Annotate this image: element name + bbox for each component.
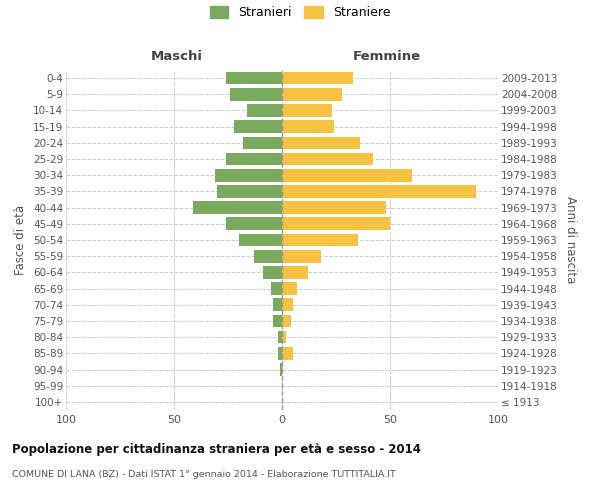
Bar [243, 136, 282, 149]
Bar [282, 72, 353, 85]
Bar [278, 347, 282, 360]
Bar [282, 104, 332, 117]
Bar [282, 88, 343, 101]
Bar [282, 120, 334, 133]
Bar [282, 218, 390, 230]
Bar [282, 266, 308, 278]
Bar [280, 363, 282, 376]
Bar [274, 314, 282, 328]
Bar [282, 250, 321, 262]
Bar [282, 169, 412, 181]
Bar [193, 202, 282, 214]
Bar [247, 104, 282, 117]
Bar [282, 298, 293, 311]
Bar [215, 169, 282, 181]
Legend: Stranieri, Straniere: Stranieri, Straniere [209, 6, 391, 19]
Bar [226, 72, 282, 85]
Y-axis label: Fasce di età: Fasce di età [14, 205, 28, 275]
Bar [235, 120, 282, 133]
Bar [239, 234, 282, 246]
Bar [263, 266, 282, 278]
Bar [282, 234, 358, 246]
Bar [282, 185, 476, 198]
Text: Popolazione per cittadinanza straniera per età e sesso - 2014: Popolazione per cittadinanza straniera p… [12, 442, 421, 456]
Bar [282, 136, 360, 149]
Bar [217, 185, 282, 198]
Bar [226, 152, 282, 166]
Bar [230, 88, 282, 101]
Bar [254, 250, 282, 262]
Text: Maschi: Maschi [151, 50, 203, 62]
Bar [271, 282, 282, 295]
Bar [278, 331, 282, 344]
Bar [282, 202, 386, 214]
Bar [226, 218, 282, 230]
Bar [282, 314, 290, 328]
Bar [282, 282, 297, 295]
Bar [282, 347, 293, 360]
Bar [282, 331, 286, 344]
Bar [274, 298, 282, 311]
Text: COMUNE DI LANA (BZ) - Dati ISTAT 1° gennaio 2014 - Elaborazione TUTTITALIA.IT: COMUNE DI LANA (BZ) - Dati ISTAT 1° genn… [12, 470, 396, 479]
Text: Femmine: Femmine [353, 50, 421, 62]
Y-axis label: Anni di nascita: Anni di nascita [564, 196, 577, 284]
Bar [282, 152, 373, 166]
